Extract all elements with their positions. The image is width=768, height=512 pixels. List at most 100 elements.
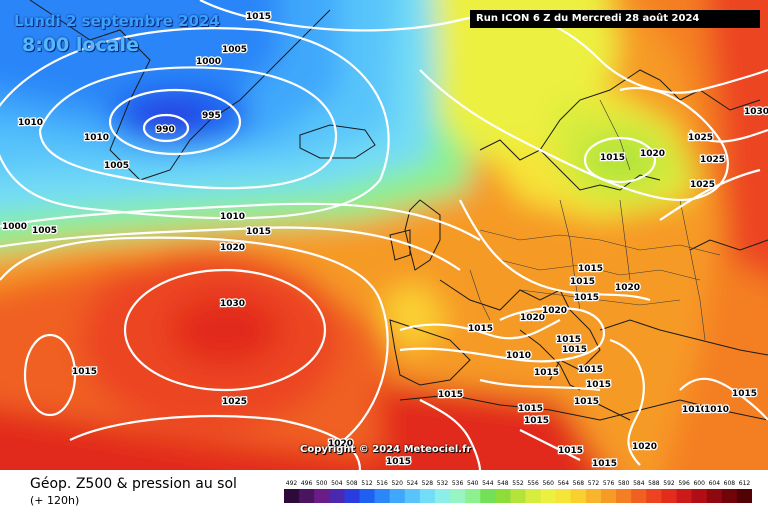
forecast-time: 8:00 locale <box>22 34 139 56</box>
legend-swatch <box>450 489 466 503</box>
legend-value: 560 <box>542 480 554 487</box>
legend-swatch <box>736 489 752 503</box>
legend-swatch <box>404 489 421 503</box>
legend-value: 496 <box>301 480 313 487</box>
isobar-label: 995 <box>202 111 221 121</box>
legend-swatch <box>585 489 602 503</box>
legend-swatch <box>555 489 572 503</box>
isobar-label: 1015 <box>246 12 271 22</box>
isobar-label: 1020 <box>328 439 353 449</box>
legend-swatch <box>525 489 542 503</box>
legend-swatch <box>359 489 376 503</box>
isobar-label: 1015 <box>574 293 599 303</box>
isobar-label: 1020 <box>220 243 245 253</box>
legend-value: 608 <box>724 480 736 487</box>
isobar-label: 1020 <box>542 306 567 316</box>
legend-swatch <box>465 489 481 503</box>
isobar-label: 1020 <box>632 442 657 452</box>
legend-swatch <box>616 489 632 503</box>
legend-value: 572 <box>588 480 600 487</box>
isobar-label: 1015 <box>518 404 543 414</box>
legend-value: 564 <box>558 480 570 487</box>
isobar-label: 1010 <box>220 212 245 222</box>
legend-swatch <box>344 489 360 503</box>
map-canvas: 1015 1005 1000 995 990 1010 1005 1000 10… <box>0 0 768 470</box>
isobar-label: 1015 <box>570 277 595 287</box>
legend-value: 532 <box>437 480 449 487</box>
legend-swatch <box>299 489 315 503</box>
legend-value: 584 <box>633 480 645 487</box>
isobar-label: 1020 <box>520 313 545 323</box>
isobar-label: 1015 <box>524 416 549 426</box>
isobar-label: 1015 <box>578 365 603 375</box>
legend-swatch <box>676 489 693 503</box>
isobar-label: 1025 <box>222 397 247 407</box>
borders <box>469 99 721 341</box>
isobar-label: 1005 <box>222 45 247 55</box>
isobar-label: 1000 <box>196 57 221 67</box>
isobar-labels: 1015 1005 1000 995 990 1010 1005 1000 10… <box>1 11 768 470</box>
legend-swatch <box>435 489 451 503</box>
legend-swatch <box>329 489 345 503</box>
isobar-label: 1010 <box>84 133 109 143</box>
legend-swatch <box>706 489 723 503</box>
legend-swatch <box>540 489 557 503</box>
legend-swatch <box>314 489 330 503</box>
legend-value: 600 <box>693 480 705 487</box>
isobar-label: 1010 <box>18 118 43 128</box>
legend-value: 520 <box>391 480 403 487</box>
legend-swatch <box>601 489 617 503</box>
isobar-label: 1015 <box>586 380 611 390</box>
legend-value: 548 <box>497 480 509 487</box>
legend-value: 524 <box>407 480 419 487</box>
legend-value: 536 <box>452 480 464 487</box>
legend-swatch <box>284 489 300 503</box>
isobar-label: 1010 <box>682 405 707 415</box>
weather-map: 1015 1005 1000 995 990 1010 1005 1000 10… <box>0 0 768 470</box>
isobar-label: 1015 <box>578 264 603 274</box>
isobar-label: 1000 <box>2 222 27 232</box>
isobar-label: 1015 <box>732 389 757 399</box>
legend-swatch <box>646 489 662 503</box>
isobar-label: 1020 <box>640 149 665 159</box>
isobar-label: 1025 <box>690 180 715 190</box>
isobar-label: 1015 <box>592 459 617 469</box>
legend-swatch <box>570 489 587 503</box>
isobar-label: 1015 <box>386 457 411 467</box>
legend-value: 580 <box>618 480 630 487</box>
legend-value: 492 <box>286 480 298 487</box>
legend-value: 576 <box>603 480 615 487</box>
isobar-label: 1005 <box>104 161 129 171</box>
legend-value: 528 <box>422 480 434 487</box>
legend-swatch <box>389 489 406 503</box>
legend-value: 604 <box>709 480 721 487</box>
forecast-date: Lundi 2 septembre 2024 <box>14 12 220 30</box>
color-legend: 492 496 500 504 508 512 516 520 524 528 532 536 540 5… <box>284 480 752 503</box>
legend-value: 508 <box>346 480 358 487</box>
legend-value: 516 <box>376 480 388 487</box>
legend-value: 540 <box>467 480 479 487</box>
legend-value: 500 <box>316 480 328 487</box>
legend-value: 544 <box>482 480 494 487</box>
isobar-label: 1030 <box>744 107 768 117</box>
legend-swatch <box>374 489 391 503</box>
isobar-label: 1005 <box>32 226 57 236</box>
copyright: Copyright © 2024 Meteociel.fr <box>300 444 472 455</box>
isobar-label: 1015 <box>438 390 463 400</box>
run-info: Run ICON 6 Z du Mercredi 28 août 2024 <box>470 10 760 28</box>
footer-bar: Géop. Z500 & pression au sol (+ 120h) 49… <box>0 470 768 512</box>
isobar-label: 1025 <box>700 155 725 165</box>
legend-value: 568 <box>573 480 585 487</box>
isobar-label: 1015 <box>600 153 625 163</box>
isobar-label: 1020 <box>615 283 640 293</box>
legend-swatch <box>691 489 708 503</box>
isobar-label: 1015 <box>562 345 587 355</box>
isobar-label: 1030 <box>220 299 245 309</box>
legend-swatch <box>419 489 436 503</box>
isobar-label: 1010 <box>506 351 531 361</box>
legend-value: 552 <box>512 480 524 487</box>
legend-value: 612 <box>739 480 751 487</box>
legend-swatch <box>631 489 647 503</box>
legend-swatch <box>480 489 496 503</box>
isobar-label: 990 <box>156 125 175 135</box>
